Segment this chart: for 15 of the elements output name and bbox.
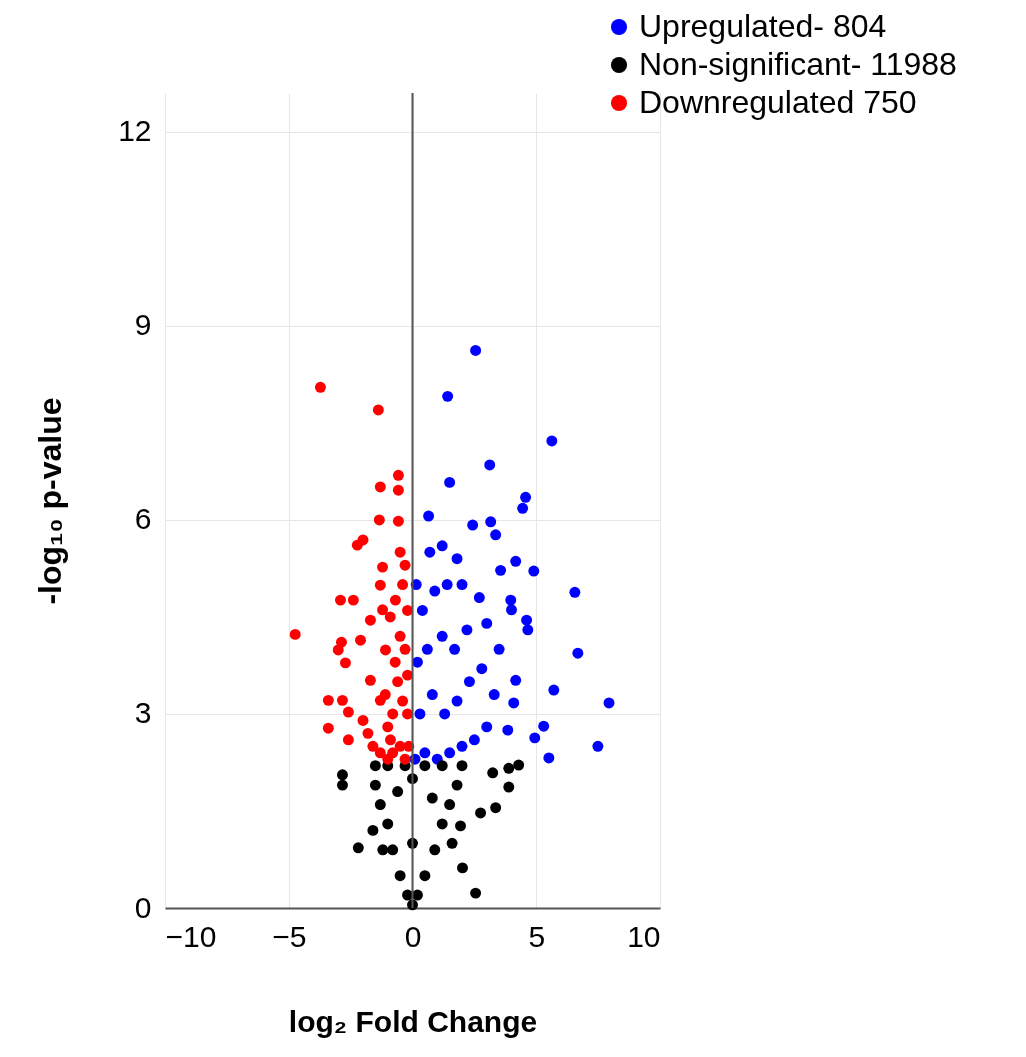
y-axis-title: -log₁₀ p-value bbox=[32, 397, 69, 605]
x-tick-label: 10 bbox=[627, 919, 661, 953]
legend-label: Downregulated 750 bbox=[639, 84, 917, 120]
y-tick-label: 3 bbox=[134, 696, 152, 730]
y-tick-label: 9 bbox=[134, 308, 152, 342]
x-tick-label: −10 bbox=[165, 919, 217, 953]
x-axis-title: log₂ Fold Change bbox=[288, 1004, 538, 1038]
legend-label: Upregulated- 804 bbox=[639, 8, 887, 44]
y-tick-label: 6 bbox=[134, 502, 152, 536]
y-tick-label: 12 bbox=[118, 114, 152, 148]
y-tick-label: 0 bbox=[134, 890, 152, 924]
x-tick-label: 0 bbox=[404, 919, 422, 953]
legend-label: Non-significant- 11988 bbox=[639, 46, 957, 82]
x-tick-label: −5 bbox=[272, 919, 307, 953]
x-tick-label: 5 bbox=[528, 919, 546, 953]
